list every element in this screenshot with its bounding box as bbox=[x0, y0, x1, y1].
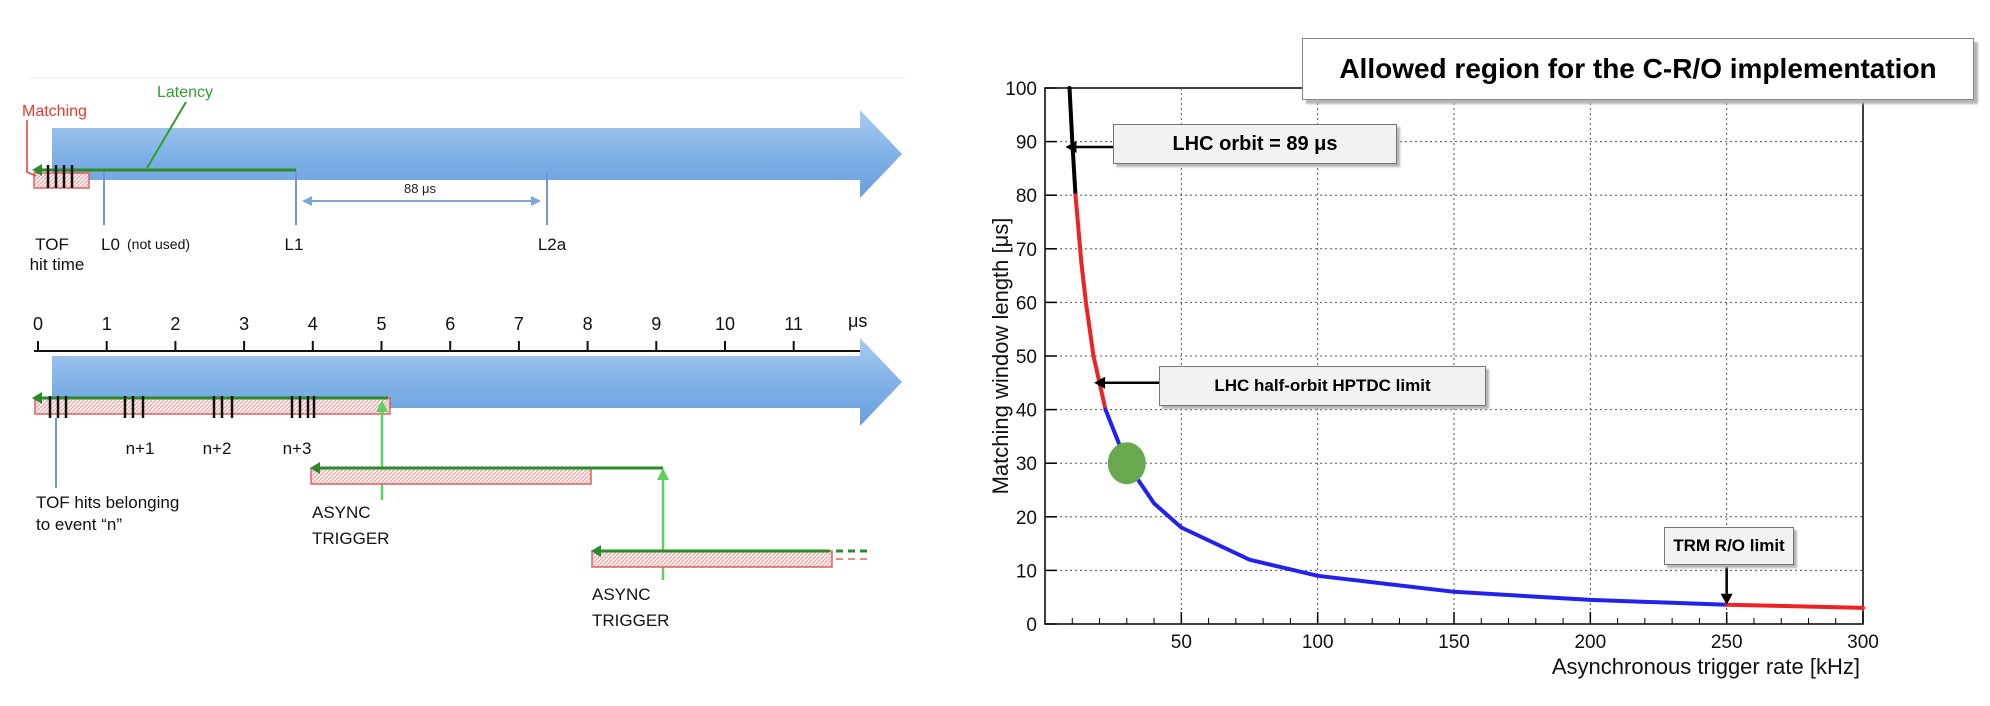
l0-note: (not used) bbox=[127, 236, 190, 252]
y-axis-label: Matching window length [μs] bbox=[988, 218, 1013, 495]
async-trigger-2-line2: TRIGGER bbox=[592, 611, 669, 630]
tof-hit-time-label-1: TOF bbox=[35, 235, 69, 254]
x-tick-label: 200 bbox=[1574, 632, 1606, 653]
scale-tick-label: 5 bbox=[376, 314, 386, 334]
x-tick-label: 300 bbox=[1847, 632, 1879, 653]
y-tick-label: 80 bbox=[1016, 186, 1037, 207]
event-label-n1: n+1 bbox=[126, 439, 155, 458]
scale-tick-label: 0 bbox=[33, 314, 43, 334]
scale-tick-label: 1 bbox=[102, 314, 112, 334]
x-axis-label: Asynchronous trigger rate [kHz] bbox=[1552, 654, 1860, 679]
tof-hit-time-label-2: hit time bbox=[30, 255, 85, 274]
scale-tick-label: 3 bbox=[239, 314, 249, 334]
scale-tick-label: 4 bbox=[308, 314, 318, 334]
chart-title: Allowed region for the C-R/O implementat… bbox=[1302, 38, 1974, 100]
tof-hits-label-1: TOF hits belonging bbox=[36, 493, 179, 512]
async-trigger-2-line1: ASYNC bbox=[592, 585, 651, 604]
time-scale-ticks: 0 1 2 3 4 5 6 7 8 9 10 11 bbox=[33, 314, 803, 351]
scale-tick-label: 7 bbox=[514, 314, 524, 334]
rate-chart: 50 100 150 200 250 3000102030405060708090100 … bbox=[988, 79, 1879, 679]
series-line bbox=[1724, 602, 1865, 610]
latency-label: Latency bbox=[157, 84, 213, 101]
scale-tick-label: 9 bbox=[651, 314, 661, 334]
interval-label: 88 μs bbox=[404, 181, 437, 196]
annotation-arrowhead bbox=[1094, 376, 1106, 389]
matching-window bbox=[33, 172, 90, 189]
timing-diagram: Matching Latency 88 μs TOF hit time L0 (… bbox=[22, 77, 905, 630]
x-tick-label: 150 bbox=[1438, 632, 1470, 653]
event-label-n3: n+3 bbox=[283, 439, 312, 458]
y-tick-label: 20 bbox=[1016, 508, 1037, 529]
time-arrow-top bbox=[52, 110, 902, 198]
y-tick-label: 50 bbox=[1016, 347, 1037, 368]
l1-label: L1 bbox=[285, 235, 304, 254]
tof-hits-label-2: to event “n” bbox=[36, 515, 122, 534]
event-label-n2: n+2 bbox=[203, 439, 232, 458]
scale-tick-label: 2 bbox=[170, 314, 180, 334]
annotation-arrowhead bbox=[1720, 593, 1733, 605]
scale-tick-label: 8 bbox=[583, 314, 593, 334]
l0-label: L0 bbox=[101, 235, 120, 254]
scale-tick-label: 6 bbox=[445, 314, 455, 334]
y-tick-label: 30 bbox=[1016, 454, 1037, 475]
matching-label: Matching bbox=[22, 103, 87, 120]
y-tick-label: 0 bbox=[1026, 615, 1037, 636]
y-tick-label: 100 bbox=[1005, 79, 1037, 100]
async-trigger-1-line2: TRIGGER bbox=[312, 529, 389, 548]
y-tick-label: 70 bbox=[1016, 240, 1037, 261]
half-orbit-annotation: LHC half-orbit HPTDC limit bbox=[1159, 366, 1486, 406]
x-tick-label: 50 bbox=[1171, 632, 1192, 653]
operating-point-marker bbox=[1107, 442, 1146, 485]
tof-hit-marks bbox=[46, 165, 74, 188]
annotation-arrowhead bbox=[1065, 140, 1077, 153]
x-tick-label: 100 bbox=[1302, 632, 1334, 653]
scale-tick-label: 11 bbox=[784, 314, 803, 334]
y-tick-label: 60 bbox=[1016, 293, 1037, 314]
series-line bbox=[1073, 193, 1108, 412]
l2a-label: L2a bbox=[538, 235, 567, 254]
trm-limit-annotation: TRM R/O limit bbox=[1664, 527, 1794, 565]
scale-tick-label: 10 bbox=[715, 314, 735, 334]
y-tick-label: 40 bbox=[1016, 401, 1037, 422]
series-line bbox=[1067, 86, 1078, 198]
y-tick-label: 10 bbox=[1016, 561, 1037, 582]
event-hit-marks bbox=[48, 396, 316, 418]
async-trigger-1-line1: ASYNC bbox=[312, 503, 371, 522]
y-tick-label: 90 bbox=[1016, 133, 1037, 154]
scale-unit: μs bbox=[848, 311, 867, 331]
lhc-orbit-annotation: LHC orbit = 89 μs bbox=[1113, 124, 1397, 164]
x-tick-label: 250 bbox=[1711, 632, 1743, 653]
